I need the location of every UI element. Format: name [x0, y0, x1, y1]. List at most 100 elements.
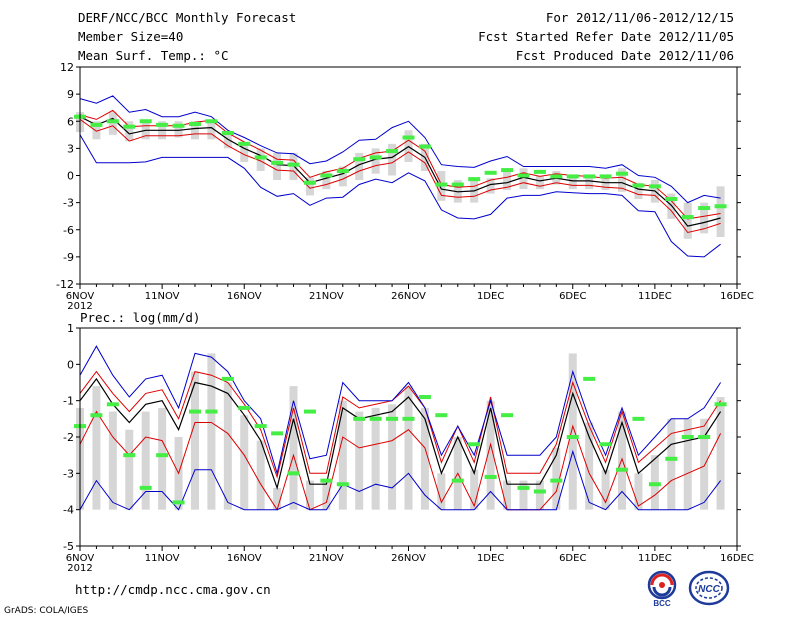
temp-box — [601, 177, 610, 190]
temp-observed-marker — [188, 121, 201, 126]
prec-box — [716, 397, 725, 510]
temp-observed-marker — [418, 144, 431, 149]
prec-observed-marker — [90, 413, 103, 418]
prec-xtick-label: 1DEC — [477, 553, 504, 564]
prec-xtick-label: 11DEC — [638, 553, 672, 564]
prec-observed-marker — [336, 482, 349, 487]
temp-observed-marker — [550, 174, 563, 179]
prec-xtick-label: 16DEC — [720, 553, 754, 564]
source-url[interactable]: http://cmdp.ncc.cma.gov.cn — [75, 582, 271, 597]
temp-observed-marker — [501, 168, 514, 173]
temp-ytick-label: -3 — [63, 197, 74, 210]
prec-observed-marker — [320, 478, 333, 483]
temp-panel: -12 -9 -6 -3 0 3 6 9 12 6NOV 11NOV 16NOV 21NOV 26NOV 1… — [56, 61, 754, 312]
temp-observed-marker — [451, 182, 464, 187]
prec-box — [141, 411, 150, 510]
temp-box — [503, 170, 512, 190]
temp-observed-marker — [386, 149, 399, 154]
temp-observed-marker — [517, 173, 530, 178]
temp-box — [207, 121, 216, 140]
temp-box — [305, 177, 314, 196]
prec-observed-marker — [123, 453, 136, 458]
prec-xtick-label: 6NOV — [66, 553, 95, 564]
prec-spread-lower-line — [79, 410, 722, 511]
prec-observed-marker — [616, 467, 629, 472]
temp-observed-marker — [583, 174, 596, 179]
temp-observed-marker — [665, 197, 678, 202]
prec-ytick-label: -4 — [63, 504, 74, 517]
temp-min-line — [79, 134, 721, 258]
temp-box — [338, 166, 347, 187]
temp-ytick-label: 6 — [67, 115, 74, 128]
temp-box — [700, 202, 709, 234]
prec-observed-marker — [435, 413, 448, 418]
temp-observed-marker — [221, 131, 234, 136]
header-right: For 2012/11/06-2012/12/15 Fcst Started R… — [478, 10, 734, 67]
temp-observed-marker — [336, 168, 349, 173]
prec-box — [486, 400, 495, 510]
temp-observed-marker — [353, 157, 366, 162]
temp-ytick-label: -9 — [63, 251, 74, 264]
prec-observed-marker — [205, 409, 218, 414]
ncc-logo: NCC — [688, 570, 730, 606]
temp-box — [618, 168, 627, 192]
temp-observed-marker — [303, 180, 316, 185]
prec-observed-marker — [254, 424, 267, 429]
temp-observed-marker — [435, 182, 448, 187]
temp-box — [519, 168, 528, 190]
temp-box — [585, 175, 594, 190]
prec-box — [273, 487, 282, 510]
prec-observed-marker — [517, 485, 530, 490]
prec-box — [420, 407, 429, 510]
prec-box — [223, 382, 232, 510]
temp-xtick-label: 26NOV — [391, 291, 426, 302]
prec-observed-marker — [221, 376, 234, 381]
temp-observed-marker — [533, 169, 546, 174]
temp-xtick-label: 16DEC — [720, 291, 754, 302]
prec-box — [585, 422, 594, 510]
temp-spread-upper-line — [79, 109, 721, 220]
temp-observed-marker — [254, 155, 267, 160]
temp-xtick-label: 6NOV — [66, 291, 95, 302]
prec-observed-marker — [303, 409, 316, 414]
prec-observed-marker — [172, 500, 185, 505]
prec-observed-marker — [418, 395, 431, 400]
prec-box — [305, 480, 314, 510]
fcst-started-label: Fcst Started Refer Date 2012/11/05 — [478, 29, 734, 44]
temp-box — [125, 121, 134, 142]
prec-box — [240, 415, 249, 510]
temp-observed-marker — [566, 174, 579, 179]
prec-box — [404, 386, 413, 510]
temp-box — [634, 182, 643, 200]
prec-box — [519, 480, 528, 510]
prec-observed-marker — [501, 413, 514, 418]
prec-observed-marker — [353, 416, 366, 421]
prec-box — [388, 404, 397, 510]
temp-xtick-label: 1DEC — [477, 291, 504, 302]
prec-box — [289, 386, 298, 510]
prec-ytick-label: -5 — [63, 540, 74, 553]
temp-observed-marker — [106, 119, 119, 124]
temp-max-line — [79, 95, 721, 204]
prec-observed-marker — [714, 402, 727, 407]
temp-observed-marker — [681, 215, 694, 220]
temp-observed-marker — [369, 155, 382, 160]
prec-ytick-label: -2 — [63, 431, 74, 444]
prec-box — [667, 418, 676, 510]
prec-observed-marker — [648, 482, 661, 487]
member-size-label: Member Size=40 — [78, 29, 184, 44]
prec-xtick-label: 11NOV — [145, 553, 180, 564]
prec-box — [634, 473, 643, 510]
temp-xtick-label: 16NOV — [227, 291, 262, 302]
prec-observed-marker — [468, 442, 481, 447]
temp-xtick-label: 6DEC — [559, 291, 586, 302]
prec-ytick-label: -3 — [63, 467, 74, 480]
prec-box — [601, 469, 610, 510]
prec-observed-marker — [106, 402, 119, 407]
temp-observed-marker — [714, 204, 727, 209]
temp-box — [190, 121, 199, 140]
temp-observed-marker — [287, 162, 300, 167]
prec-observed-marker — [665, 456, 678, 461]
prec-observed-marker — [566, 435, 579, 439]
prec-mean-line — [79, 377, 722, 491]
